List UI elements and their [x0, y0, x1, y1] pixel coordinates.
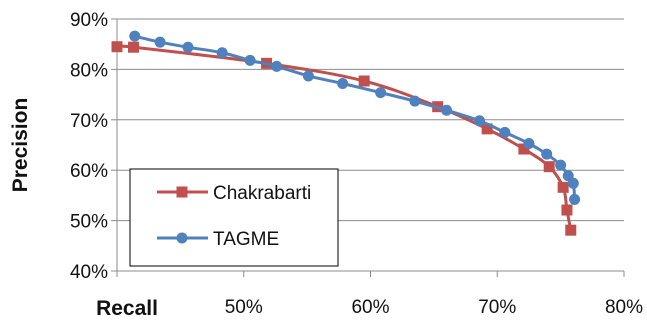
y-tick-label: 90%: [70, 10, 108, 31]
y-tick-label: 70%: [70, 111, 108, 132]
legend-item-chakrabarti: Chakrabarti: [157, 183, 311, 204]
data-point-chakrabarti: [111, 41, 123, 53]
legend-label-chakrabarti: Chakrabarti: [213, 183, 311, 204]
axes: [111, 18, 625, 277]
data-point-tagme: [555, 159, 567, 171]
data-point-tagme: [409, 95, 421, 107]
data-point-chakrabarti: [481, 123, 493, 135]
x-tick-label: 80%: [605, 297, 643, 318]
data-point-tagme: [499, 126, 511, 138]
x-tick-label: 60%: [351, 297, 389, 318]
legend-marker-chakrabarti: [176, 186, 188, 198]
data-point-chakrabarti: [565, 224, 577, 236]
data-point-tagme: [441, 104, 453, 116]
y-tick-label: 60%: [70, 161, 108, 182]
y-tick-label: 80%: [70, 60, 108, 81]
data-point-chakrabarti: [518, 143, 530, 155]
data-point-tagme: [474, 115, 486, 127]
data-point-tagme: [569, 193, 581, 205]
y-axis-title: Precision: [9, 98, 32, 193]
data-point-tagme: [541, 148, 553, 160]
legend-box: [129, 168, 339, 267]
legend-label-tagme: TAGME: [213, 229, 279, 250]
legend-item-tagme: TAGME: [157, 229, 279, 250]
x-tick-label: 50%: [225, 297, 263, 318]
data-point-chakrabarti: [127, 41, 139, 53]
data-point-tagme: [523, 137, 535, 149]
x-tick-label: 70%: [478, 297, 516, 318]
legend-marker-tagme: [176, 232, 188, 244]
data-point-chakrabarti: [358, 75, 370, 87]
data-point-tagme: [567, 177, 579, 189]
data-point-chakrabarti: [543, 161, 555, 173]
series-tagme: [129, 30, 581, 205]
data-point-tagme: [337, 78, 349, 90]
x-axis-title: Recall: [96, 297, 158, 320]
data-point-chakrabarti: [557, 181, 569, 193]
y-tick-label: 40%: [70, 262, 108, 283]
data-point-tagme: [302, 70, 314, 82]
data-point-tagme: [154, 36, 166, 48]
data-point-tagme: [129, 30, 141, 42]
data-point-tagme: [182, 41, 194, 53]
data-point-tagme: [375, 87, 387, 99]
data-point-tagme: [244, 54, 256, 66]
data-point-tagme: [271, 60, 283, 72]
data-point-tagme: [216, 47, 228, 59]
legend: Chakrabarti TAGME: [129, 168, 339, 267]
tick-labels: 40% 50% 60% 70% 80% 90% 50% 60% 70% 80%: [70, 10, 643, 318]
data-point-chakrabarti: [561, 204, 573, 216]
y-tick-label: 50%: [70, 212, 108, 233]
series-layer: [111, 30, 581, 236]
